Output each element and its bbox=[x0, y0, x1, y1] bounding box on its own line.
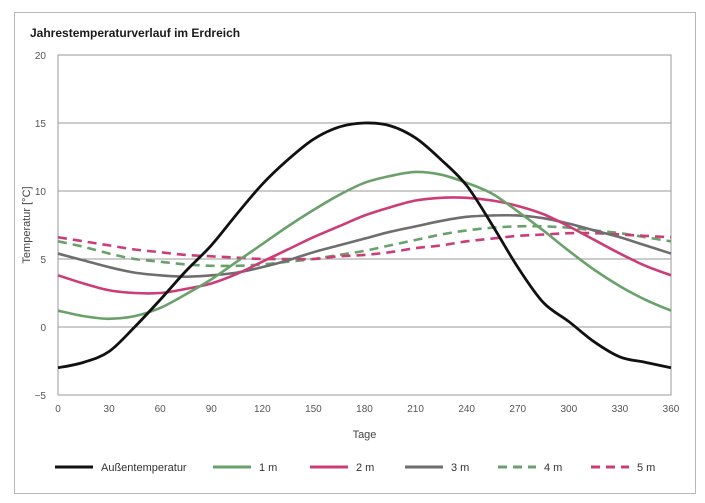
legend: Außentemperatur 1 m 2 m 3 m 4 m 5 m bbox=[55, 462, 655, 474]
legend-label: Außentemperatur bbox=[101, 462, 187, 474]
legend-label: 1 m bbox=[259, 462, 277, 474]
x-tick-label: 180 bbox=[356, 404, 373, 415]
series-line-1-m bbox=[57, 170, 672, 321]
y-tick-labels: −5 0 5 10 15 20 bbox=[35, 51, 47, 402]
chart-title: Jahrestemperaturverlauf im Erdreich bbox=[30, 26, 241, 40]
x-tick-label: 150 bbox=[305, 404, 322, 415]
legend-label: 2 m bbox=[356, 462, 374, 474]
x-tick-label: 0 bbox=[55, 404, 61, 415]
series-lines bbox=[57, 121, 672, 370]
series-line-2-m bbox=[57, 196, 672, 295]
x-tick-label: 30 bbox=[104, 404, 116, 415]
x-tick-label: 210 bbox=[407, 404, 424, 415]
x-tick-label: 90 bbox=[206, 404, 218, 415]
y-tick-label: −5 bbox=[35, 391, 47, 402]
legend-label: 4 m bbox=[544, 462, 562, 474]
x-axis-label: Tage bbox=[353, 429, 377, 441]
plot-area-border bbox=[57, 54, 672, 396]
legend-label: 5 m bbox=[637, 462, 655, 474]
x-tick-labels: 0 30 60 90 120 150 180 210 240 270 300 330 360 bbox=[55, 404, 680, 415]
y-tick-label: 20 bbox=[35, 51, 47, 62]
series-line-3-m bbox=[57, 213, 672, 278]
x-tick-label: 270 bbox=[509, 404, 526, 415]
x-tick-label: 330 bbox=[612, 404, 629, 415]
y-tick-label: 5 bbox=[40, 255, 46, 266]
y-axis-label: Temperatur [°C] bbox=[21, 186, 33, 263]
y-tick-label: 15 bbox=[35, 119, 47, 130]
x-tick-label: 60 bbox=[155, 404, 167, 415]
x-tick-label: 120 bbox=[254, 404, 271, 415]
x-tick-label: 360 bbox=[663, 404, 680, 415]
x-tick-label: 240 bbox=[458, 404, 475, 415]
x-tick-label: 300 bbox=[560, 404, 577, 415]
legend-label: 3 m bbox=[451, 462, 469, 474]
y-tick-label: 10 bbox=[35, 187, 47, 198]
series-line-5-m bbox=[57, 231, 672, 261]
y-tick-label: 0 bbox=[40, 323, 46, 334]
series-line-au-entemperatur bbox=[57, 121, 672, 370]
